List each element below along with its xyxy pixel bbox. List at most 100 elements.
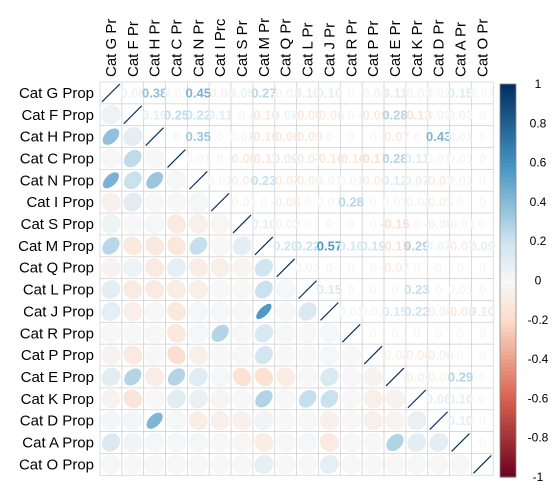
- colorbar-segment: [500, 150, 516, 156]
- correlation-value: -0.10: [315, 151, 345, 166]
- diagonal-mark: [320, 302, 339, 321]
- correlation-ellipse: [210, 410, 230, 431]
- correlation-ellipse: [101, 192, 121, 212]
- colorbar-segment: [500, 461, 516, 466]
- correlation-value: 0: [479, 151, 486, 166]
- row-label: Cat N Prop: [20, 172, 94, 189]
- colorbar: 1 0.8 0.6 0.4 0.2 0 -0.2 -0.4 -0.6 -0.8 -1: [499, 77, 549, 484]
- correlation-ellipse: [144, 432, 165, 453]
- correlation-ellipse: [188, 345, 208, 365]
- correlation-value: 0.29: [448, 369, 473, 384]
- correlation-value: -0.02: [424, 369, 454, 384]
- correlation-ellipse: [275, 454, 296, 475]
- colorbar-segment: [500, 249, 516, 254]
- colorbar-segment: [500, 205, 516, 211]
- correlation-ellipse: [341, 410, 362, 431]
- colorbar-segment: [500, 272, 516, 278]
- correlation-value: 0: [217, 151, 224, 166]
- correlation-value: 0: [479, 282, 486, 297]
- row-label: Cat D Prop: [20, 413, 94, 430]
- correlation-value: 0.01: [186, 151, 211, 166]
- column-label: Cat O Pr: [474, 19, 491, 77]
- correlation-ellipse: [297, 432, 318, 453]
- correlation-ellipse: [122, 214, 143, 234]
- colorbar-segment: [500, 158, 516, 164]
- diagonal-mark: [451, 433, 470, 452]
- correlation-value: 0: [457, 195, 464, 210]
- correlation-ellipse: [428, 454, 449, 475]
- row-label: Cat J Prop: [23, 303, 94, 320]
- row-label: Cat O Prop: [19, 456, 94, 473]
- correlation-ellipse: [319, 410, 340, 431]
- correlation-value: 0: [479, 195, 486, 210]
- row-label: Cat A Prop: [22, 435, 94, 452]
- colorbar-segment: [500, 233, 516, 238]
- colorbar-segment: [500, 414, 516, 419]
- correlation-value: 0.11: [208, 107, 233, 122]
- correlation-ellipse: [320, 389, 339, 408]
- colorbar-segment: [500, 178, 516, 183]
- correlation-value: 0.01: [295, 260, 320, 275]
- correlation-ellipse: [123, 280, 143, 300]
- correlation-value: -0.10: [249, 107, 279, 122]
- diagonal-mark: [188, 170, 208, 190]
- correlation-value: 0.10: [448, 413, 473, 428]
- correlation-value: -0.13: [402, 107, 432, 122]
- correlation-ellipse: [232, 236, 252, 256]
- correlation-value: -0.05: [424, 217, 454, 232]
- correlation-value: 0.07: [404, 173, 429, 188]
- correlation-value: -0.03: [402, 85, 432, 100]
- column-label: Cat K Pr: [409, 20, 426, 77]
- row-label: Cat H Prop: [20, 129, 94, 146]
- colorbar-segment: [500, 264, 516, 270]
- correlation-value: 0.25: [164, 107, 189, 122]
- diagonal-mark: [363, 345, 383, 365]
- correlation-ellipse: [123, 171, 142, 190]
- colorbar-segment: [500, 351, 516, 356]
- row-label: Cat E Prop: [21, 369, 94, 386]
- colorbar-segment: [500, 280, 516, 286]
- correlation-ellipse: [166, 454, 187, 475]
- correlation-ellipse: [298, 389, 317, 408]
- correlation-value: 0.05: [229, 85, 254, 100]
- correlation-ellipse: [145, 367, 165, 387]
- column-label: Cat J Pr: [321, 23, 338, 77]
- correlation-ellipse: [122, 432, 143, 453]
- correlation-ellipse: [101, 323, 121, 344]
- correlation-value: 0.15: [448, 85, 473, 100]
- correlation-ellipse: [123, 127, 143, 147]
- colorbar-segment: [500, 182, 516, 187]
- correlation-ellipse: [101, 301, 121, 321]
- colorbar-segment: [500, 437, 516, 443]
- colorbar-segment: [500, 398, 516, 403]
- colorbar-tick-label: 0: [535, 274, 542, 288]
- row-label: Cat M Prop: [18, 238, 94, 255]
- colorbar-segment: [500, 123, 516, 128]
- correlation-value: 0: [479, 369, 486, 384]
- correlation-ellipse: [166, 279, 187, 300]
- correlation-value: 0.12: [382, 173, 407, 188]
- correlation-ellipse: [188, 389, 208, 409]
- colorbar-segment: [500, 252, 516, 258]
- correlation-ellipse: [341, 367, 362, 387]
- correlation-value: 0.15: [382, 304, 407, 319]
- colorbar-segment: [500, 441, 516, 447]
- correlation-value: 0: [413, 217, 420, 232]
- correlation-ellipse: [256, 303, 272, 320]
- correlation-value: 0: [348, 107, 355, 122]
- column-label: Cat P Pr: [365, 21, 382, 77]
- correlation-value: 0.16: [339, 238, 364, 253]
- correlation-value: -0.07: [380, 260, 410, 275]
- colorbar-segment: [500, 331, 516, 337]
- correlation-ellipse: [167, 389, 186, 409]
- column-label: Cat F Pr: [125, 21, 142, 77]
- correlation-value: -0.09: [293, 107, 323, 122]
- correlation-value: 0.27: [251, 85, 276, 100]
- correlation-ellipse: [166, 214, 186, 234]
- correlation-ellipse: [124, 149, 142, 168]
- correlation-ellipse: [210, 367, 231, 387]
- correlation-value: 0.08: [426, 391, 451, 406]
- correlation-ellipse: [101, 280, 121, 300]
- correlation-ellipse: [145, 280, 165, 300]
- correlation-ellipse: [276, 367, 296, 387]
